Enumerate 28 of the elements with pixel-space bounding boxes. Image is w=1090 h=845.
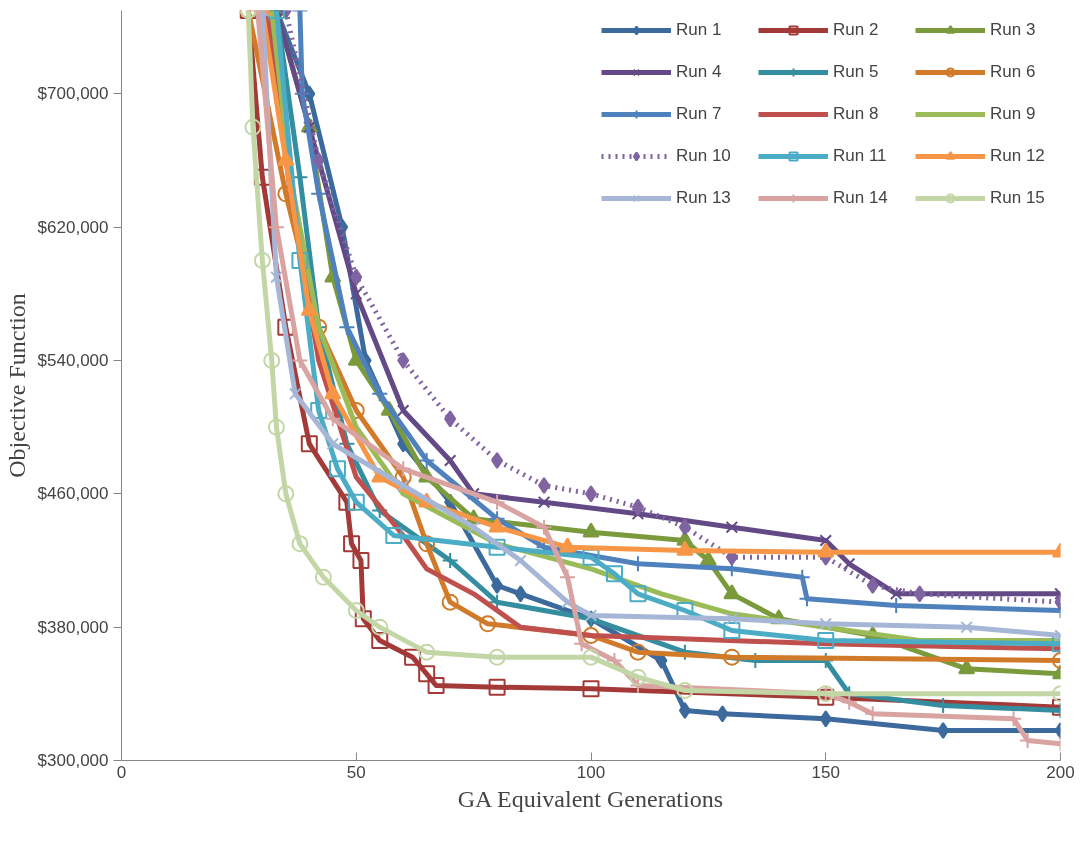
legend-label: Run 11: [833, 146, 888, 166]
legend-label: Run 3: [990, 20, 1037, 40]
y-tick-label: $700,000: [37, 84, 109, 104]
x-tick-label: 150: [811, 762, 840, 782]
legend-label: Run 15: [990, 188, 1046, 208]
y-tick-label: $620,000: [37, 217, 109, 237]
y-axis-title: Objective Function: [3, 293, 30, 478]
x-tick-label: 100: [576, 762, 606, 782]
legend-label: Run 7: [676, 104, 723, 124]
y-tick-label: $540,000: [37, 351, 109, 370]
legend-label: Run 5: [833, 62, 880, 82]
legend-label: Run 8: [833, 104, 880, 124]
x-tick-label: 50: [346, 762, 366, 782]
y-tick-label: $300,000: [37, 751, 109, 770]
legend-label: Run 9: [990, 104, 1037, 124]
legend-label: Run 4: [676, 62, 723, 82]
legend-label: Run 1: [676, 20, 723, 40]
legend-label: Run 6: [990, 62, 1037, 82]
legend-label: Run 10: [676, 146, 732, 166]
x-tick-label: 200: [1046, 762, 1075, 782]
legend-label: Run 2: [833, 20, 880, 40]
legend-label: Run 12: [990, 146, 1046, 166]
legend-label: Run 13: [676, 188, 732, 208]
x-axis-title: GA Equivalent Generations: [457, 785, 723, 812]
y-tick-label: $460,000: [37, 484, 109, 504]
y-tick-label: $380,000: [37, 617, 109, 637]
legend-label: Run 14: [833, 188, 889, 208]
x-tick-label: 0: [116, 762, 127, 782]
